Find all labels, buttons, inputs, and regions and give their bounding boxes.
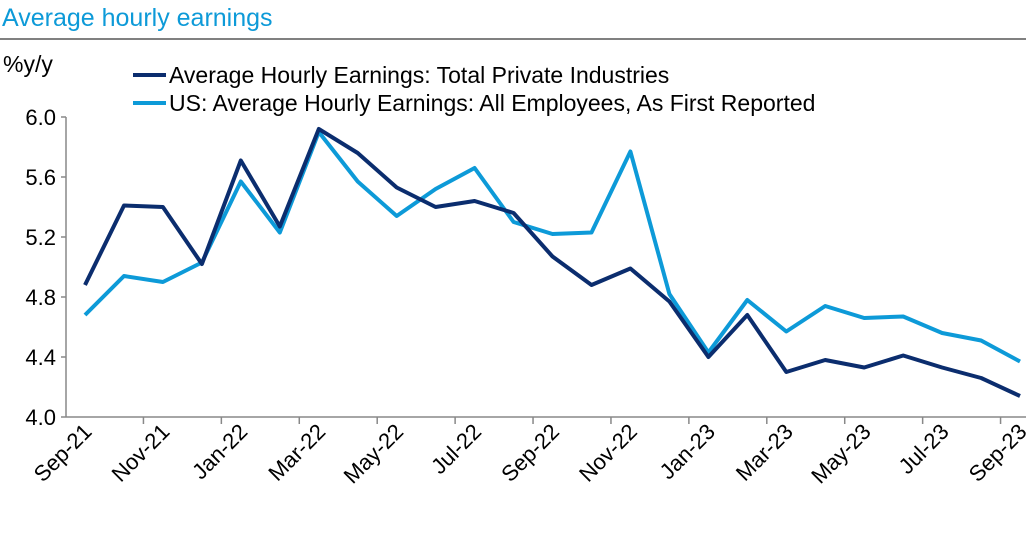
x-tick-label: Jan-23 (655, 419, 720, 484)
y-tick-label: 4.8 (25, 285, 56, 310)
x-tick-label: May-22 (339, 419, 409, 489)
x-tick-label: Sep-23 (964, 419, 1026, 487)
x-tick-label: Jul-22 (426, 419, 486, 479)
series-line (83, 130, 1021, 364)
x-tick-label: Sep-22 (496, 419, 564, 487)
series-line (83, 127, 1021, 398)
chart-title: Average hourly earnings (2, 4, 273, 32)
x-tick-label: May-23 (806, 419, 876, 489)
x-tick-label: Jan-22 (187, 419, 252, 484)
legend: Average Hourly Earnings: Total Private I… (133, 62, 815, 116)
legend-label: US: Average Hourly Earnings: All Employe… (169, 90, 815, 116)
y-tick-label: 4.0 (25, 405, 56, 430)
x-tick-label: Jul-23 (894, 419, 954, 479)
legend-label: Average Hourly Earnings: Total Private I… (169, 62, 669, 88)
x-tick-label: Mar-23 (731, 419, 798, 486)
y-tick-label: 5.2 (25, 225, 56, 250)
x-tick-label: Mar-22 (263, 419, 330, 486)
x-tick-label: Nov-22 (574, 419, 642, 487)
y-axis-label: %y/y (3, 51, 53, 77)
y-tick-label: 4.4 (25, 345, 56, 370)
x-tick-label: Nov-21 (107, 419, 175, 487)
series-lines (83, 127, 1021, 398)
y-tick-label: 5.6 (25, 165, 56, 190)
y-tick-label: 6.0 (25, 105, 56, 130)
